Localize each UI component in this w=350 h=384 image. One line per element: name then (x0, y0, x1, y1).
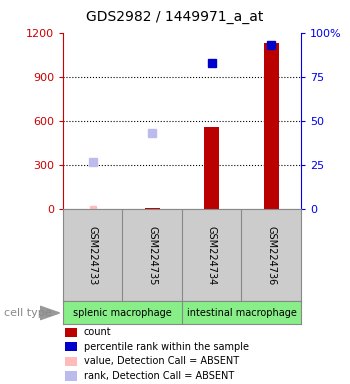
Text: splenic macrophage: splenic macrophage (73, 308, 172, 318)
Bar (204, 127, 219, 209)
Text: GSM224736: GSM224736 (266, 226, 276, 285)
Text: count: count (84, 327, 112, 337)
Text: GSM224734: GSM224734 (207, 226, 217, 285)
Polygon shape (40, 306, 60, 319)
Text: value, Detection Call = ABSENT: value, Detection Call = ABSENT (84, 356, 239, 366)
Text: cell type: cell type (4, 308, 51, 318)
Text: GDS2982 / 1449971_a_at: GDS2982 / 1449971_a_at (86, 10, 264, 24)
Text: rank, Detection Call = ABSENT: rank, Detection Call = ABSENT (84, 371, 234, 381)
Text: GSM224733: GSM224733 (88, 226, 98, 285)
Text: GSM224735: GSM224735 (147, 226, 157, 285)
Bar (264, 43, 279, 209)
Text: intestinal macrophage: intestinal macrophage (187, 308, 296, 318)
Bar (145, 207, 160, 209)
Text: percentile rank within the sample: percentile rank within the sample (84, 342, 249, 352)
